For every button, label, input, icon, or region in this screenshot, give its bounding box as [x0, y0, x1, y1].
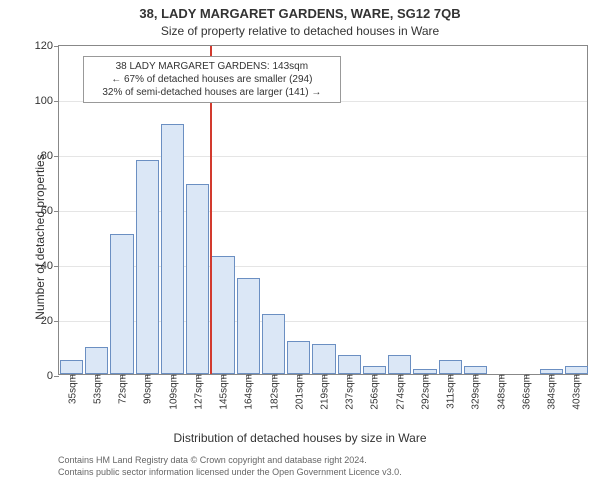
y-tick-label: 100 [35, 95, 59, 107]
histogram-bar [464, 366, 487, 374]
x-tick-label: 182sqm [267, 374, 280, 410]
histogram-bar [287, 341, 310, 374]
y-tick-label: 0 [47, 370, 59, 382]
x-tick-label: 274sqm [393, 374, 406, 410]
histogram-bar [60, 360, 83, 374]
x-tick-label: 90sqm [141, 374, 154, 404]
histogram-bar [237, 278, 260, 374]
credit-line-2: Contains public sector information licen… [58, 467, 402, 479]
chart-container: 38, LADY MARGARET GARDENS, WARE, SG12 7Q… [0, 0, 600, 500]
annotation-box: 38 LADY MARGARET GARDENS: 143sqm← 67% of… [83, 56, 341, 103]
histogram-bar [338, 355, 361, 374]
credit-text: Contains HM Land Registry data © Crown c… [58, 455, 402, 478]
y-tick-label: 20 [41, 315, 59, 327]
histogram-bar [136, 160, 159, 375]
x-tick-label: 329sqm [469, 374, 482, 410]
histogram-bar [186, 184, 209, 374]
annotation-line: ← 67% of detached houses are smaller (29… [90, 73, 334, 86]
x-tick-label: 35sqm [65, 374, 78, 404]
x-tick-label: 109sqm [166, 374, 179, 410]
histogram-bar [161, 124, 184, 374]
plot-area: 02040608010012035sqm53sqm72sqm90sqm109sq… [58, 45, 588, 375]
y-axis-label: Number of detached properties [33, 137, 47, 337]
y-tick-label: 120 [35, 40, 59, 52]
chart-subtitle: Size of property relative to detached ho… [0, 24, 600, 38]
x-tick-label: 127sqm [191, 374, 204, 410]
credit-line-1: Contains HM Land Registry data © Crown c… [58, 455, 402, 467]
histogram-bar [439, 360, 462, 374]
x-tick-label: 237sqm [343, 374, 356, 410]
x-tick-label: 311sqm [444, 374, 457, 409]
histogram-bar [363, 366, 386, 374]
y-tick-label: 60 [41, 205, 59, 217]
x-tick-label: 219sqm [318, 374, 331, 410]
x-tick-label: 403sqm [570, 374, 583, 410]
annotation-line: 32% of semi-detached houses are larger (… [90, 86, 334, 99]
x-tick-label: 164sqm [242, 374, 255, 410]
y-tick-label: 40 [41, 260, 59, 272]
x-tick-label: 366sqm [519, 374, 532, 410]
x-tick-label: 292sqm [418, 374, 431, 410]
histogram-bar [211, 256, 234, 374]
annotation-line: 38 LADY MARGARET GARDENS: 143sqm [90, 60, 334, 73]
histogram-bar [388, 355, 411, 374]
x-tick-label: 201sqm [292, 374, 305, 410]
x-tick-label: 53sqm [90, 374, 103, 404]
y-tick-label: 80 [41, 150, 59, 162]
x-tick-label: 256sqm [368, 374, 381, 410]
histogram-bar [85, 347, 108, 375]
histogram-bar [110, 234, 133, 374]
x-axis-label: Distribution of detached houses by size … [0, 431, 600, 445]
histogram-bar [262, 314, 285, 375]
x-tick-label: 145sqm [217, 374, 230, 410]
histogram-bar [312, 344, 335, 374]
x-tick-label: 348sqm [494, 374, 507, 410]
x-tick-label: 72sqm [116, 374, 129, 404]
gridline [59, 156, 587, 157]
x-tick-label: 384sqm [545, 374, 558, 410]
histogram-bar [565, 366, 588, 374]
chart-title: 38, LADY MARGARET GARDENS, WARE, SG12 7Q… [0, 6, 600, 21]
